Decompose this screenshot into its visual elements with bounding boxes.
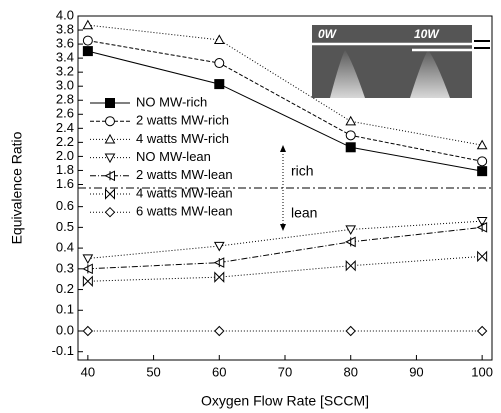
x-tick-label: 60 bbox=[212, 364, 226, 379]
legend-marker bbox=[105, 98, 115, 108]
y-tick-label: 0.4 bbox=[56, 240, 74, 255]
y-tick-label: 0.2 bbox=[56, 281, 74, 296]
legend-marker bbox=[104, 153, 116, 164]
legend-marker bbox=[104, 133, 116, 144]
y-tick-label: 0.3 bbox=[56, 260, 74, 275]
legend-item: 2 watts MW-rich bbox=[90, 113, 229, 128]
marker bbox=[82, 325, 94, 337]
legend-item: NO MW-lean bbox=[90, 149, 211, 164]
annotation: rich bbox=[291, 163, 314, 179]
y-tick-label: 0.6 bbox=[56, 198, 74, 213]
y-tick-label: 2.2 bbox=[56, 134, 74, 149]
y-tick-label: 3.0 bbox=[56, 78, 74, 93]
marker bbox=[476, 217, 488, 227]
marker bbox=[476, 139, 488, 150]
y-tick-label: 2.6 bbox=[56, 106, 74, 121]
y-tick-label: 4.0 bbox=[56, 7, 74, 22]
legend-item: 4 watts MW-lean bbox=[90, 185, 233, 200]
marker bbox=[477, 166, 488, 177]
marker bbox=[477, 250, 488, 263]
x-tick-label: 100 bbox=[471, 364, 493, 379]
marker bbox=[213, 257, 225, 268]
y-tick-label: 2.4 bbox=[56, 120, 74, 135]
series-line bbox=[87, 220, 483, 259]
y-tick-label: 3.8 bbox=[56, 21, 74, 36]
y-tick-label: 3.6 bbox=[56, 36, 74, 51]
y-axis-title: Equivalence Ratio bbox=[9, 131, 25, 244]
arrow-head bbox=[280, 224, 286, 231]
y-tick-label: 3.4 bbox=[56, 50, 74, 65]
marker bbox=[214, 271, 225, 283]
marker bbox=[82, 46, 93, 57]
x-tick-label: 80 bbox=[343, 364, 357, 379]
marker bbox=[476, 222, 488, 233]
marker bbox=[82, 19, 94, 30]
marker bbox=[345, 260, 356, 272]
y-tick-label: 1.6 bbox=[56, 176, 74, 191]
marker bbox=[477, 156, 488, 167]
marker bbox=[82, 35, 93, 46]
y-tick-label: 0.5 bbox=[56, 219, 74, 234]
legend-label: NO MW-rich bbox=[136, 94, 207, 109]
series-line bbox=[87, 255, 483, 282]
y-tick-label: 3.2 bbox=[56, 64, 74, 79]
marker bbox=[476, 325, 488, 337]
series-line bbox=[87, 50, 483, 172]
legend-item: NO MW-rich bbox=[90, 94, 207, 109]
legend-marker bbox=[104, 206, 116, 218]
x-tick-label: 70 bbox=[278, 364, 292, 379]
marker bbox=[345, 115, 357, 126]
arrow-head bbox=[280, 145, 286, 152]
marker bbox=[345, 225, 357, 235]
marker bbox=[214, 325, 225, 337]
marker bbox=[345, 325, 356, 337]
series-line bbox=[87, 226, 483, 270]
annotation: lean bbox=[291, 205, 317, 221]
x-axis-title: Oxygen Flow Rate [SCCM] bbox=[201, 393, 369, 409]
legend-label: 4 watts MW-lean bbox=[136, 185, 233, 200]
marker bbox=[213, 241, 225, 252]
y-tick-label: 2.0 bbox=[56, 148, 74, 163]
marker bbox=[214, 79, 225, 90]
y-tick-label: 0.0 bbox=[56, 322, 74, 337]
marker bbox=[82, 263, 93, 275]
x-tick-label: 40 bbox=[81, 364, 95, 379]
flame bbox=[330, 50, 365, 98]
x-tick-label: 90 bbox=[409, 364, 423, 379]
legend-marker bbox=[105, 188, 115, 200]
y-tick-label: 2.8 bbox=[56, 92, 74, 107]
inset-label: 10W bbox=[414, 27, 440, 41]
legend-item: 4 watts MW-rich bbox=[90, 131, 229, 146]
rich-lean-arrow bbox=[280, 145, 286, 231]
legend-item: 2 watts MW-lean bbox=[90, 167, 233, 182]
legend-label: NO MW-lean bbox=[136, 149, 211, 164]
inset-label: 0W bbox=[318, 27, 338, 41]
marker bbox=[345, 236, 356, 248]
x-tick-label: 50 bbox=[146, 364, 160, 379]
legend-marker bbox=[104, 170, 115, 182]
y-tick-label: 1.8 bbox=[56, 162, 74, 177]
marker bbox=[82, 254, 94, 264]
marker bbox=[82, 275, 93, 287]
marker bbox=[345, 130, 356, 141]
legend-label: 2 watts MW-lean bbox=[136, 167, 233, 182]
legend-label: 4 watts MW-rich bbox=[136, 131, 229, 146]
legend-label: 2 watts MW-rich bbox=[136, 113, 229, 128]
inset-image: 0W 10W bbox=[312, 25, 490, 98]
series-line bbox=[87, 24, 483, 146]
y-tick-label: -0.1 bbox=[52, 343, 74, 358]
legend-item: 6 watts MW-lean bbox=[90, 204, 233, 219]
flame bbox=[410, 50, 450, 98]
legend-marker bbox=[105, 116, 115, 127]
y-tick-label: 0.1 bbox=[56, 302, 74, 317]
marker bbox=[213, 34, 225, 44]
marker bbox=[214, 58, 225, 69]
legend-label: 6 watts MW-lean bbox=[136, 204, 233, 219]
marker bbox=[345, 142, 356, 153]
series-line bbox=[87, 40, 483, 162]
